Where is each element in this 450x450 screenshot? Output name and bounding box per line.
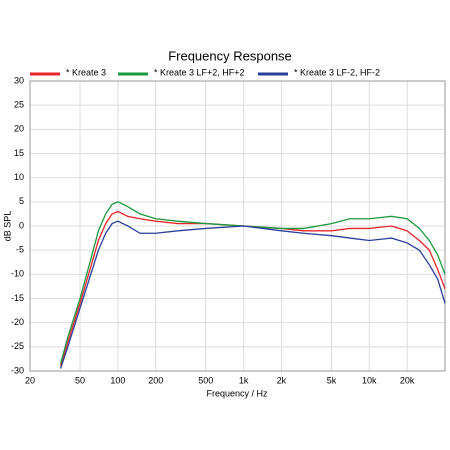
x-tick-label: 1k [239,375,249,385]
legend-label: * Kreate 3 LF-2, HF-2 [294,67,380,77]
legend-label: * Kreate 3 [66,67,106,77]
y-tick-label: -15 [11,293,24,303]
y-tick-label: 5 [19,196,24,206]
x-tick-label: 50 [75,375,85,385]
x-tick-label: 2k [277,375,287,385]
y-tick-label: -30 [11,365,24,375]
x-tick-label: 20k [400,375,415,385]
x-tick-label: 10k [362,375,377,385]
x-tick-label: 500 [198,375,213,385]
x-tick-label: 20 [25,375,35,385]
y-tick-label: 0 [19,220,24,230]
y-axis-label: dB SPL [2,211,12,242]
y-tick-label: 20 [14,124,24,134]
x-tick-label: 200 [148,375,163,385]
x-tick-label: 5k [327,375,337,385]
y-tick-label: 10 [14,172,24,182]
y-tick-label: 30 [14,75,24,85]
y-tick-label: 15 [14,148,24,158]
y-tick-label: -10 [11,269,24,279]
plot-frame [29,80,446,372]
legend-label: * Kreate 3 LF+2, HF+2 [154,67,245,77]
y-tick-label: 25 [14,100,24,110]
series-line [59,220,446,369]
series-line [59,201,446,364]
chart-title: Frequency Response [168,48,292,63]
y-tick-label: -5 [16,245,24,255]
y-tick-label: -20 [11,317,24,327]
x-tick-label: 100 [110,375,125,385]
y-tick-label: -25 [11,341,24,351]
x-axis-label: Frequency / Hz [206,388,268,398]
